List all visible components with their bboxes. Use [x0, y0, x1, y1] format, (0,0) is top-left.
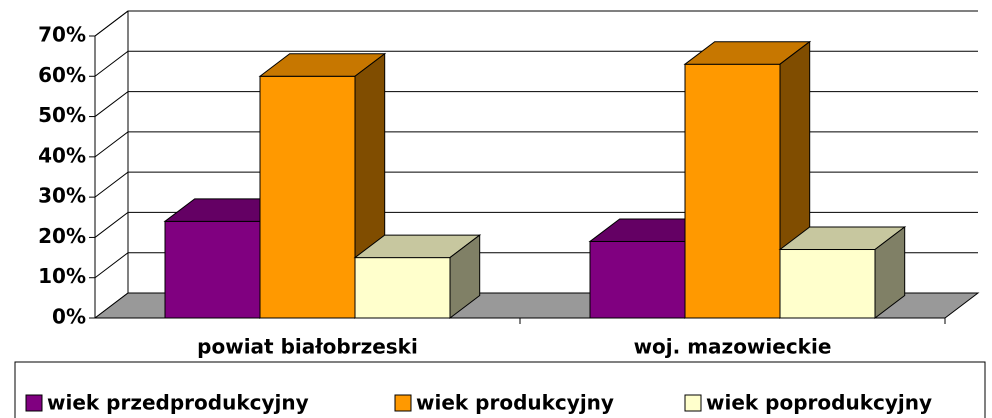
y-tick-label: 40%: [38, 143, 86, 167]
y-tick-label: 20%: [38, 224, 86, 248]
legend-swatch: [684, 394, 702, 412]
y-tick-label: 10%: [38, 264, 86, 288]
legend-label: wiek poprodukcyjny: [706, 391, 932, 415]
y-tick-label: 0%: [52, 305, 86, 329]
bar-side: [449, 234, 481, 320]
grid-line: [94, 10, 978, 37]
bar: [589, 240, 686, 319]
legend-label: wiek produkcyjny: [416, 391, 614, 415]
bar: [259, 75, 356, 319]
bar: [164, 220, 261, 319]
legend-label: wiek przedprodukcyjny: [47, 391, 309, 415]
x-tick-label: woj. mazowieckie: [634, 335, 832, 359]
grid-line: [94, 91, 978, 117]
bar-side: [874, 226, 906, 320]
grid-line: [94, 171, 978, 198]
legend-swatch: [25, 394, 43, 412]
y-tick-label: 70%: [38, 23, 86, 47]
legend-swatch: [394, 394, 412, 412]
y-tick-label: 30%: [38, 184, 86, 208]
grid-line: [94, 131, 978, 158]
bar: [779, 249, 876, 319]
x-tick-label: powiat białobrzeski: [197, 335, 418, 359]
grid-line: [94, 50, 978, 77]
y-tick-label: 60%: [38, 63, 86, 87]
bar: [354, 257, 451, 319]
y-tick-label: 50%: [38, 103, 86, 127]
legend-box: [14, 361, 986, 418]
bar: [684, 63, 781, 319]
